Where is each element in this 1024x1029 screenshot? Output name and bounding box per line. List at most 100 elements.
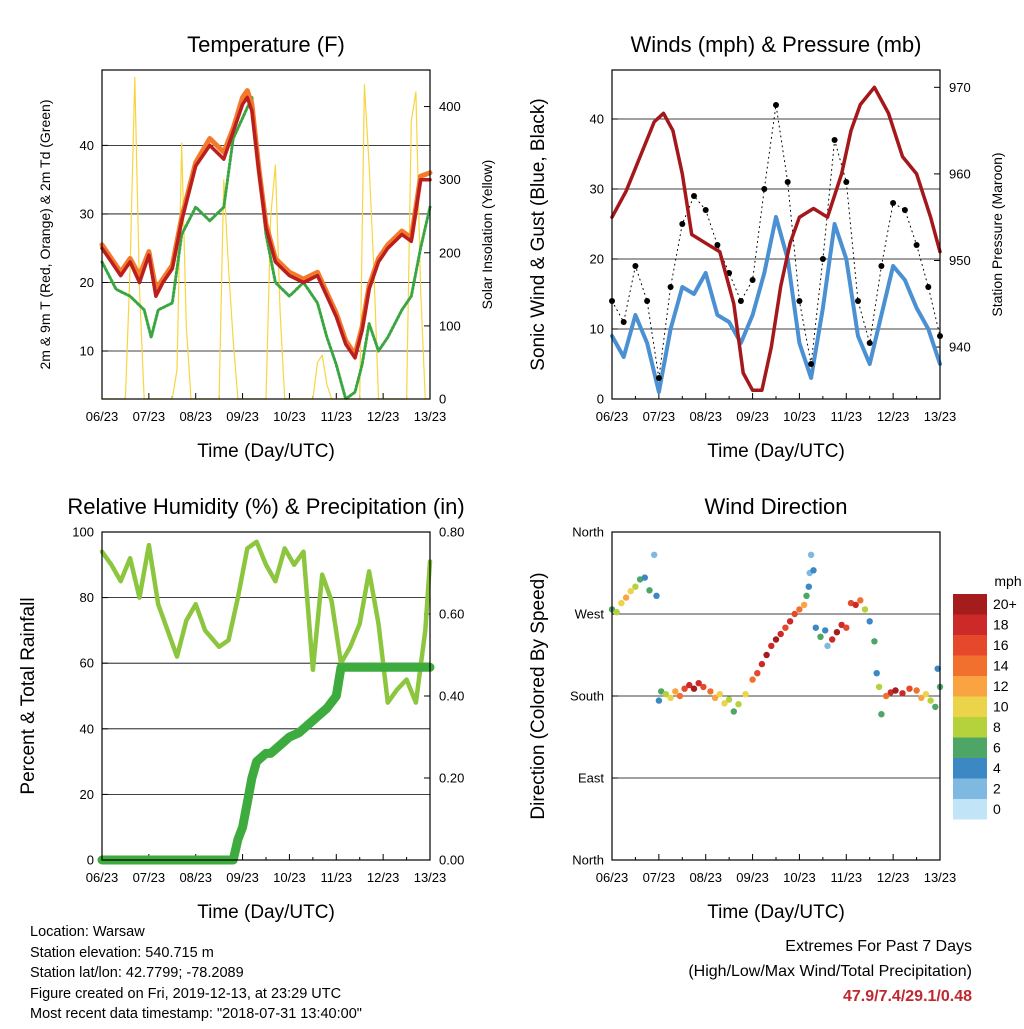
y-tick-label-left: 40 (590, 112, 604, 127)
x-axis-label: Time (Day/UTC) (197, 441, 335, 462)
y-tick-label-right: 970 (949, 80, 971, 95)
y-tick-label-right: 0.60 (439, 607, 464, 622)
extremes-box: Extremes For Past 7 Days (High/Low/Max W… (688, 934, 972, 1009)
gust-point (843, 179, 850, 185)
direction-point (646, 587, 653, 594)
direction-point (878, 711, 885, 718)
y-tick-label-right: 950 (949, 253, 971, 268)
y-tick-label-right: 100 (439, 318, 461, 333)
direction-point (672, 688, 679, 695)
direction-point (716, 691, 723, 698)
direction-point (882, 692, 890, 700)
x-tick-label: 08/23 (689, 409, 722, 424)
legend-swatch (953, 799, 987, 820)
sonic-wind-line (610, 215, 942, 394)
legend-swatch (953, 655, 987, 676)
legend-label: 6 (993, 740, 1001, 756)
y-tick-label-right: 400 (439, 99, 461, 114)
x-tick-label: 12/23 (367, 870, 400, 885)
y-axis-label-left: 2m & 9m T (Red, Orange) & 2m Td (Green) (37, 100, 53, 370)
y-tick-label-left: North (572, 853, 604, 868)
direction-point (871, 638, 878, 645)
legend-swatch (953, 676, 987, 697)
y-tick-label-left: 30 (590, 182, 604, 197)
direction-point (768, 642, 775, 650)
direction-point (707, 688, 714, 695)
gust-point (761, 186, 768, 192)
x-tick-label: 11/23 (320, 409, 352, 424)
x-tick-label: 07/23 (133, 870, 166, 885)
x-tick-label: 06/23 (596, 409, 629, 424)
direction-point (754, 670, 761, 677)
legend-label: 8 (993, 719, 1001, 735)
gust-point (737, 298, 744, 304)
gust-point (901, 207, 908, 213)
x-tick-label: 09/23 (736, 870, 769, 885)
gust-point (890, 200, 897, 206)
y-axis-label-right: Station Pressure (Maroon) (989, 152, 1005, 316)
direction-point (852, 601, 859, 609)
gust-point (773, 102, 779, 108)
panel-title: Temperature (F) (187, 32, 345, 57)
x-tick-label: 07/23 (133, 409, 166, 424)
extremes-values: 47.9/7.4/29.1/0.48 (843, 988, 972, 1005)
y-tick-label-right: 300 (439, 172, 461, 187)
humidity-precip-panel: Relative Humidity (%) & Precipitation (i… (18, 494, 465, 923)
gust-point (691, 193, 697, 199)
x-axis-label: Time (Day/UTC) (707, 902, 845, 923)
gust-point (855, 298, 861, 304)
direction-point (796, 606, 803, 613)
winds-pressure-panel: Winds (mph) & Pressure (mb) 06/23 07/23 08/… (528, 32, 1005, 462)
x-tick-label: 07/23 (643, 409, 676, 424)
x-tick-label: 08/23 (689, 870, 722, 885)
x-tick-label: 11/23 (830, 870, 862, 885)
x-tick-label: 10/23 (783, 870, 816, 885)
x-tick-label: 13/23 (414, 409, 447, 424)
direction-point (932, 703, 939, 711)
y-tick-label-left: 20 (80, 787, 94, 802)
direction-point (833, 629, 841, 636)
direction-point (690, 685, 698, 692)
direction-point (651, 551, 658, 558)
y-tick-label-right: 0.00 (439, 853, 464, 868)
y-axis-label-left: Direction (Colored By Speed) (528, 572, 549, 819)
direction-point (922, 691, 930, 698)
created-text: Figure created on Fri, 2019-12-13, at 23… (30, 985, 342, 1002)
direction-point (892, 687, 899, 694)
x-tick-label: 09/23 (226, 409, 259, 424)
x-tick-label: 13/23 (414, 870, 447, 885)
temperature-panel: Temperature (F) 06/23 07/23 08/23 09/23 10/23… (37, 32, 495, 462)
direction-point (803, 592, 810, 599)
legend-title: mph (994, 573, 1021, 589)
legend-swatch (953, 614, 987, 635)
direction-point (695, 680, 702, 687)
y-axis-label-left: Percent & Total Rainfall (18, 597, 39, 794)
direction-point (658, 688, 665, 695)
legend-label: 20+ (993, 596, 1017, 612)
direction-point (873, 670, 880, 677)
legend-swatch (953, 594, 987, 615)
panel-title: Winds (mph) & Pressure (mb) (631, 32, 922, 57)
x-tick-label: 06/23 (596, 870, 629, 885)
direction-point (782, 624, 789, 631)
direction-point (681, 685, 688, 692)
direction-point (829, 636, 836, 643)
station-pressure-line (610, 85, 942, 393)
x-tick-label: 07/23 (643, 870, 676, 885)
direction-point (711, 694, 719, 701)
panel-title: Relative Humidity (%) & Precipitation (i… (67, 494, 464, 519)
x-tick-label: 09/23 (226, 870, 259, 885)
y-tick-label-left: 0 (597, 392, 604, 407)
legend-label: 2 (993, 781, 1001, 797)
direction-point (758, 660, 766, 668)
temp-2m-line (100, 95, 432, 360)
direction-point (667, 694, 674, 701)
x-tick-label: 12/23 (877, 409, 910, 424)
direction-point (812, 624, 819, 631)
direction-point (613, 609, 620, 616)
x-tick-label: 10/23 (783, 409, 816, 424)
direction-point (655, 697, 663, 704)
direction-point (632, 583, 639, 590)
direction-point (676, 692, 684, 700)
x-tick-label: 13/23 (924, 409, 957, 424)
